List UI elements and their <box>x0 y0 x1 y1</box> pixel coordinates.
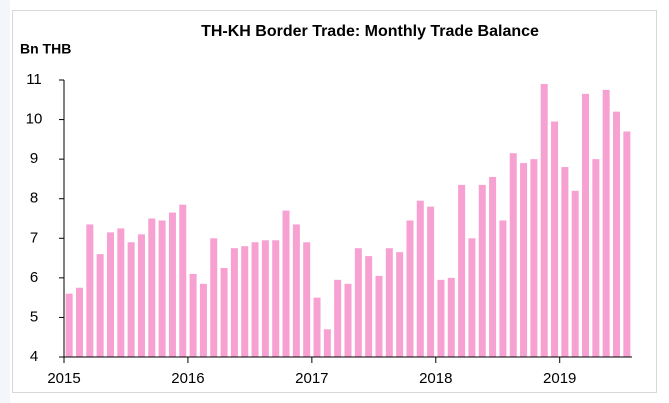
bar <box>117 228 125 357</box>
bar <box>65 293 73 357</box>
x-tick-label: 2015 <box>47 370 80 387</box>
bar <box>623 131 631 357</box>
bar <box>210 238 218 357</box>
bar <box>86 224 94 357</box>
y-tick-label: 8 <box>30 190 38 207</box>
bar <box>582 93 590 357</box>
bar <box>241 246 249 357</box>
bar <box>520 163 528 357</box>
bar <box>148 218 156 357</box>
y-tick-label: 10 <box>26 111 43 128</box>
bar <box>447 277 455 357</box>
bar <box>106 232 114 357</box>
bar <box>396 252 404 357</box>
bar <box>354 248 362 357</box>
bar <box>96 254 104 357</box>
bar <box>292 224 300 357</box>
bar <box>334 279 342 357</box>
bar <box>251 242 259 357</box>
x-tick-label: 2018 <box>419 370 452 387</box>
x-tick-label: 2016 <box>171 370 204 387</box>
bar <box>220 267 228 357</box>
bar <box>530 159 538 357</box>
bar <box>561 167 569 357</box>
bar <box>602 89 610 358</box>
bar <box>540 83 548 357</box>
bar <box>468 238 476 357</box>
bar <box>344 283 352 357</box>
y-tick-label: 11 <box>26 71 42 88</box>
bar <box>375 275 383 357</box>
bar <box>458 184 466 357</box>
bar <box>499 220 507 357</box>
bar <box>199 283 207 357</box>
x-tick-label: 2017 <box>295 370 328 387</box>
bar <box>592 159 600 357</box>
bar <box>282 210 290 357</box>
bar <box>551 121 559 357</box>
y-tick-label: 7 <box>30 229 38 246</box>
bar <box>478 184 486 357</box>
y-tick-label: 5 <box>30 308 38 325</box>
bar <box>230 248 238 357</box>
bar <box>385 248 393 357</box>
y-tick-label: 9 <box>30 150 38 167</box>
y-axis-label: Bn THB <box>20 41 71 57</box>
bar <box>323 329 331 357</box>
bar <box>416 200 424 357</box>
bar <box>509 153 517 357</box>
bar <box>261 240 269 357</box>
chart-title: TH-KH Border Trade: Monthly Trade Balanc… <box>201 23 539 40</box>
bar <box>137 234 145 357</box>
bar <box>272 240 280 357</box>
bar <box>189 273 197 357</box>
bar <box>158 220 166 357</box>
bar <box>406 220 414 357</box>
bar <box>168 212 176 357</box>
bar <box>303 242 311 357</box>
bar <box>489 176 497 357</box>
bar <box>437 279 445 357</box>
x-tick-label: 2019 <box>543 370 576 387</box>
bar <box>365 256 373 357</box>
y-tick-label: 4 <box>30 348 38 365</box>
bar <box>427 206 435 357</box>
bar <box>612 111 621 358</box>
bar <box>571 190 579 357</box>
side-strip <box>0 0 10 403</box>
bar <box>313 297 321 357</box>
bar <box>127 242 135 357</box>
bar <box>75 287 84 357</box>
bar <box>179 204 187 357</box>
y-tick-label: 6 <box>30 269 38 286</box>
